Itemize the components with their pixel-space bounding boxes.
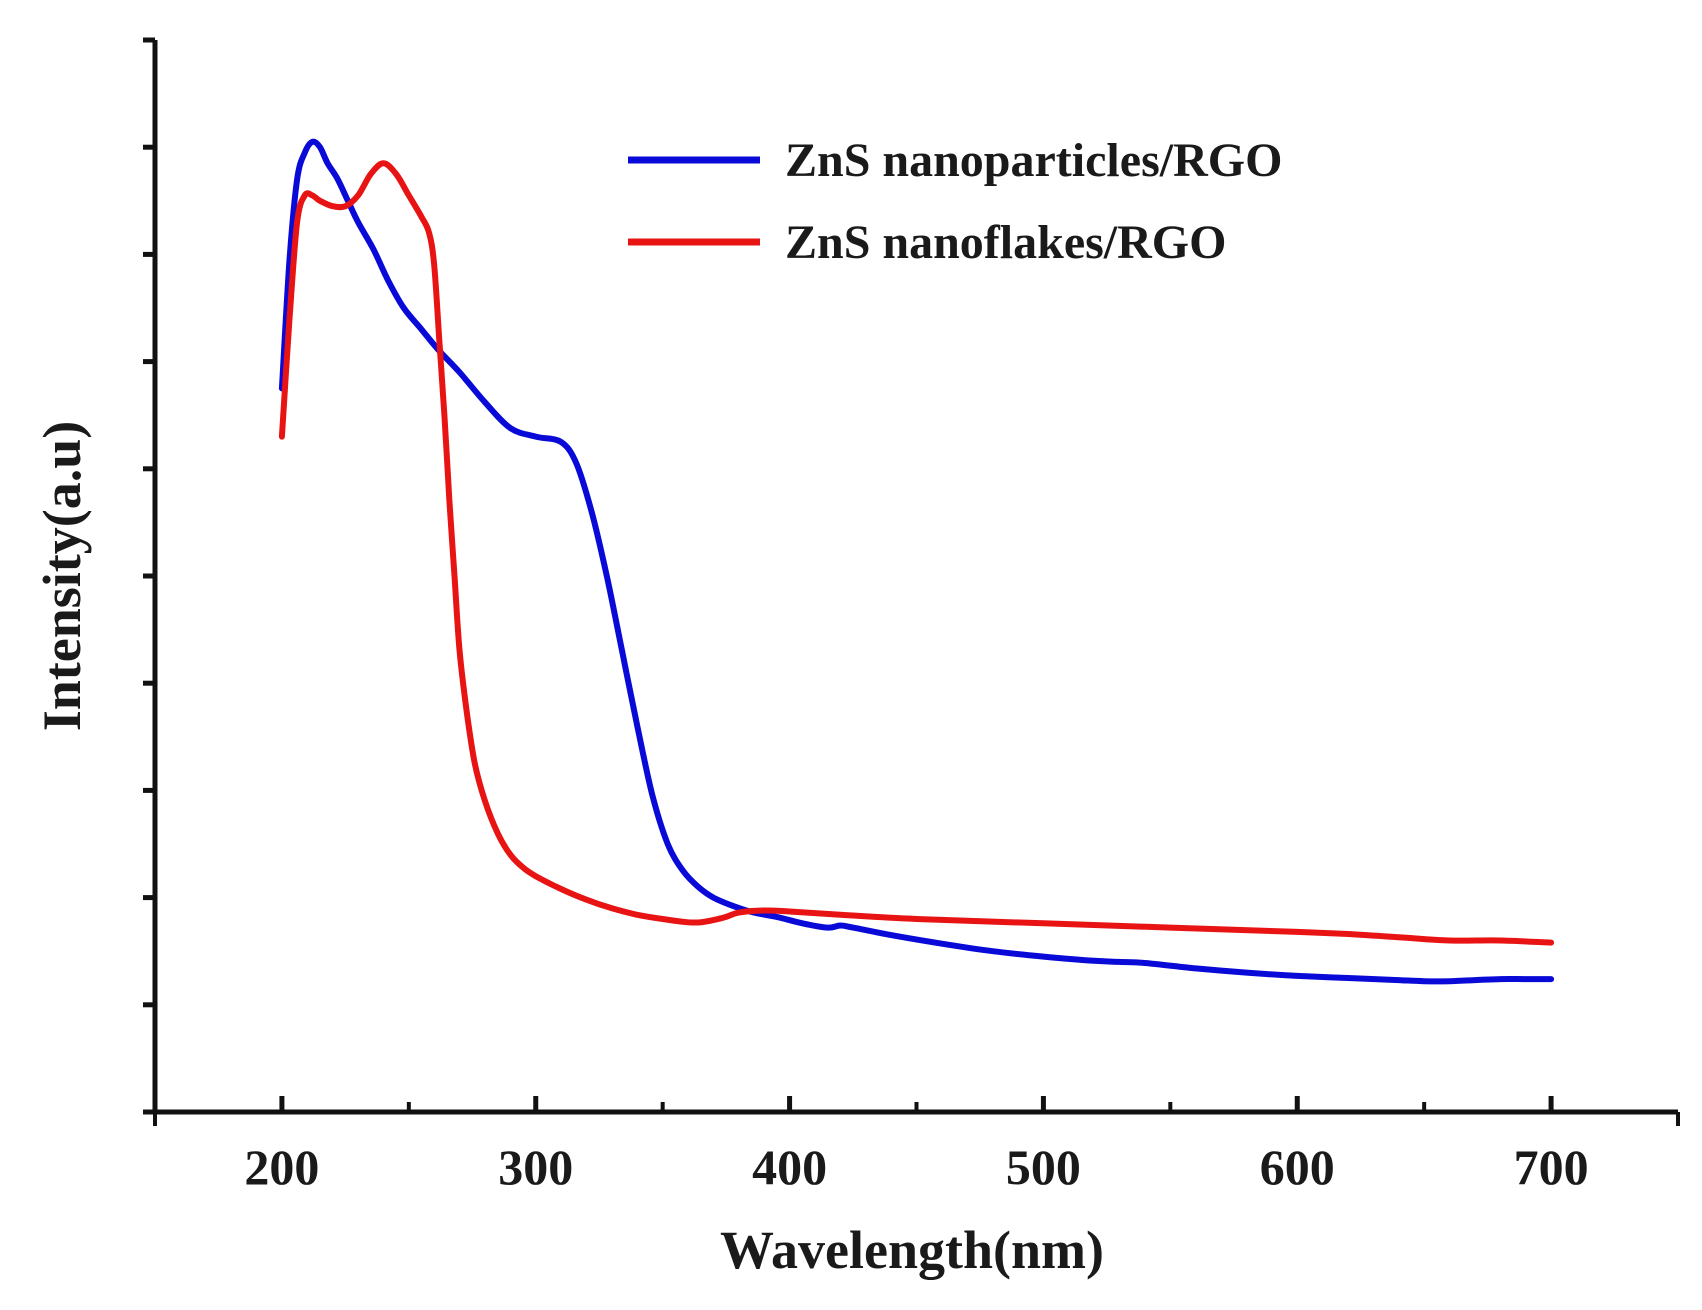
axes	[152, 40, 1678, 1115]
x-tick-label: 200	[244, 1139, 319, 1195]
plot-series	[278, 138, 1555, 985]
x-axis-title: Wavelength(nm)	[720, 1220, 1104, 1280]
legend-label-2: ZnS nanoflakes/RGO	[785, 216, 1226, 269]
legend: ZnS nanoparticles/RGO ZnS nanoflakes/RGO	[628, 134, 1282, 269]
x-tick-label: 400	[752, 1139, 827, 1195]
series-line-1	[278, 138, 1555, 985]
x-tick-label: 300	[498, 1139, 573, 1195]
y-axis-title: Intensity(a.u)	[32, 421, 92, 732]
x-ticks	[153, 1096, 1680, 1126]
series-line-2	[278, 160, 1555, 946]
legend-label-1: ZnS nanoparticles/RGO	[785, 134, 1282, 187]
x-tick-label: 500	[1006, 1139, 1081, 1195]
x-tick-label: 700	[1514, 1139, 1589, 1195]
x-tick-label: 600	[1260, 1139, 1335, 1195]
y-ticks	[143, 37, 155, 1115]
x-tick-labels: 200 300 400 500 600 700	[244, 1139, 1588, 1195]
